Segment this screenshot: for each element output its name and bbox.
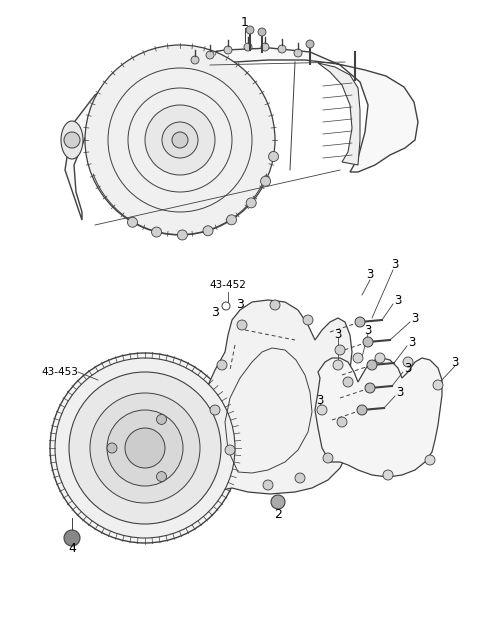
Circle shape xyxy=(225,445,235,455)
Circle shape xyxy=(55,358,235,538)
Text: 3: 3 xyxy=(334,327,342,340)
Circle shape xyxy=(128,217,137,228)
Circle shape xyxy=(156,472,167,482)
Circle shape xyxy=(375,353,385,363)
Circle shape xyxy=(333,360,343,370)
Polygon shape xyxy=(318,63,360,165)
Circle shape xyxy=(85,45,275,235)
Circle shape xyxy=(335,345,345,355)
Circle shape xyxy=(261,176,271,186)
Text: 3: 3 xyxy=(451,355,459,368)
Circle shape xyxy=(403,357,413,367)
Circle shape xyxy=(64,530,80,546)
Circle shape xyxy=(258,28,266,36)
Text: 3: 3 xyxy=(411,311,419,324)
Circle shape xyxy=(152,227,162,237)
Circle shape xyxy=(337,417,347,427)
Text: 4: 4 xyxy=(68,541,76,554)
Text: 3: 3 xyxy=(396,386,404,399)
Circle shape xyxy=(206,51,214,59)
Circle shape xyxy=(367,360,377,370)
Circle shape xyxy=(263,480,273,490)
Text: 3: 3 xyxy=(236,298,244,311)
Text: 43-453: 43-453 xyxy=(42,367,78,377)
Circle shape xyxy=(295,473,305,483)
Circle shape xyxy=(303,315,313,325)
Text: 3: 3 xyxy=(394,293,402,306)
Circle shape xyxy=(107,443,117,453)
Circle shape xyxy=(178,230,187,240)
Text: 3: 3 xyxy=(211,306,219,319)
Circle shape xyxy=(270,300,280,310)
Circle shape xyxy=(343,377,353,387)
Circle shape xyxy=(107,410,183,486)
Text: 3: 3 xyxy=(391,259,399,272)
Circle shape xyxy=(237,320,247,330)
Circle shape xyxy=(191,56,199,64)
Text: 3: 3 xyxy=(364,324,372,337)
Text: 2: 2 xyxy=(274,508,282,521)
Circle shape xyxy=(162,122,198,158)
Circle shape xyxy=(90,393,200,503)
Circle shape xyxy=(203,226,213,236)
Circle shape xyxy=(246,26,254,34)
Circle shape xyxy=(306,40,314,48)
Circle shape xyxy=(244,43,252,51)
Text: 3: 3 xyxy=(366,268,374,281)
Circle shape xyxy=(425,455,435,465)
Circle shape xyxy=(383,470,393,480)
Circle shape xyxy=(355,317,365,327)
Circle shape xyxy=(363,337,373,347)
Circle shape xyxy=(365,383,375,393)
Circle shape xyxy=(271,495,285,509)
Circle shape xyxy=(227,215,237,225)
Circle shape xyxy=(224,46,232,54)
Circle shape xyxy=(156,414,167,425)
Circle shape xyxy=(69,372,221,524)
Text: 3: 3 xyxy=(404,361,412,374)
Text: 3: 3 xyxy=(408,335,416,348)
Polygon shape xyxy=(200,300,352,494)
Circle shape xyxy=(357,405,367,415)
Circle shape xyxy=(268,151,278,161)
Circle shape xyxy=(210,405,220,415)
Circle shape xyxy=(261,43,269,51)
Circle shape xyxy=(323,453,333,463)
Circle shape xyxy=(294,49,302,57)
Circle shape xyxy=(50,353,240,543)
Circle shape xyxy=(317,405,327,415)
Ellipse shape xyxy=(61,121,83,159)
Circle shape xyxy=(353,353,363,363)
Circle shape xyxy=(145,105,215,175)
Circle shape xyxy=(172,132,188,148)
Text: 3: 3 xyxy=(316,394,324,407)
Circle shape xyxy=(64,132,80,148)
Text: 43-452: 43-452 xyxy=(210,280,246,290)
Circle shape xyxy=(433,380,443,390)
Polygon shape xyxy=(65,48,418,220)
Polygon shape xyxy=(315,358,442,477)
Circle shape xyxy=(278,45,286,53)
Text: 1: 1 xyxy=(241,16,249,29)
Circle shape xyxy=(246,198,256,208)
Circle shape xyxy=(125,428,165,468)
Circle shape xyxy=(217,360,227,370)
